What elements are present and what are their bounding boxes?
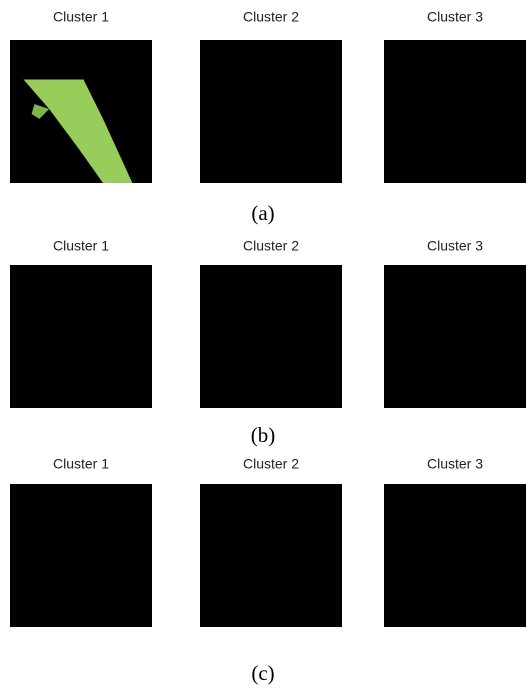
image-background	[10, 265, 152, 408]
cluster-image	[10, 40, 152, 183]
image-background	[200, 484, 342, 627]
panel-title: Cluster 1	[53, 238, 109, 254]
panel-title: Cluster 2	[243, 9, 299, 25]
figure: Cluster 1 Cluster 2 Cluster 3 (a) Cluster 1 C…	[0, 0, 526, 688]
panel-title: Cluster 3	[427, 9, 483, 25]
page: Cluster 1 Cluster 2 Cluster 3 (a) Cluster 1 C…	[0, 0, 526, 688]
cluster-image	[200, 265, 342, 408]
caption: (a)	[251, 201, 274, 225]
panel-title: Cluster 2	[243, 456, 299, 472]
image-background	[200, 265, 342, 408]
image-background	[200, 40, 342, 183]
panel-title: Cluster 3	[427, 456, 483, 472]
panel-title: Cluster 2	[243, 238, 299, 254]
panel-title: Cluster 3	[427, 238, 483, 254]
image-background	[384, 265, 526, 408]
cluster-image	[200, 40, 342, 183]
caption: (c)	[251, 661, 274, 685]
panel-title: Cluster 1	[53, 9, 109, 25]
image-background	[384, 484, 526, 627]
cluster-image	[384, 265, 526, 408]
panel-title: Cluster 1	[53, 456, 109, 472]
cluster-image	[384, 484, 526, 627]
caption: (b)	[251, 423, 276, 447]
image-background	[10, 484, 152, 627]
cluster-image	[200, 484, 342, 627]
cluster-image	[10, 484, 152, 627]
cluster-image	[384, 40, 526, 183]
image-background	[384, 40, 526, 183]
cluster-image	[10, 265, 152, 408]
